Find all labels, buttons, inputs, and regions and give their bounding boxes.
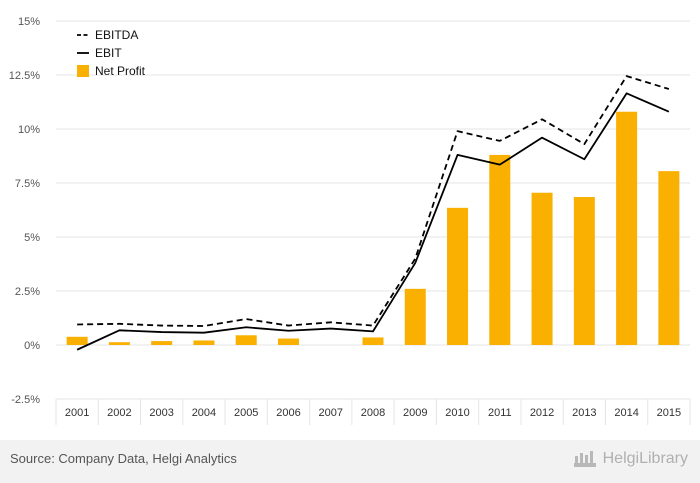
y-tick-label: 2.5% [15,286,40,298]
bar [616,111,638,345]
source-note: Source: Company Data, Helgi Analytics [10,451,237,466]
x-tick-label: 2001 [65,407,89,419]
bar [447,207,469,345]
bar [362,337,384,345]
y-tick-label: 12.5% [9,70,40,82]
y-tick-label: 0% [24,340,40,352]
y-tick-label: -2.5% [11,394,40,406]
x-tick-label: 2004 [192,407,216,419]
legend-label: Net Profit [95,64,146,78]
x-tick-label: 2013 [572,407,596,419]
footer: Source: Company Data, Helgi Analytics He… [0,440,700,483]
x-tick-label: 2003 [149,407,173,419]
x-tick-label: 2006 [276,407,300,419]
y-tick-label: 7.5% [15,178,40,190]
x-tick-label: 2008 [361,407,385,419]
bar [193,340,215,345]
y-tick-label: 10% [18,124,40,136]
brand-logo: HelgiLibrary [573,449,688,469]
bar [151,341,173,345]
x-tick-label: 2005 [234,407,258,419]
y-tick-label: 5% [24,232,40,244]
bar [658,171,680,345]
bar [108,342,130,345]
x-tick-label: 2007 [318,407,342,419]
bar [489,154,511,345]
bar [404,288,426,345]
x-tick-label: 2011 [488,407,512,419]
y-tick-label: 15% [18,16,40,28]
library-icon [573,451,596,467]
x-tick-label: 2002 [107,407,131,419]
brand-name: HelgiLibrary [602,450,688,467]
bar [531,192,553,345]
legend-swatch [77,65,89,77]
bar [235,335,257,345]
chart: -2.5% 0% 2.5% 5% 7.5% 10% 12.5% 15% 2001 2002 2003… [9,16,691,425]
series-line-ebit [76,92,670,351]
bar [573,197,595,345]
bar [277,338,299,345]
bar [66,336,88,345]
legend-label: EBITDA [95,28,138,42]
series-line-ebitda [77,75,670,327]
chart-svg: -2.5% 0% 2.5% 5% 7.5% 10% 12.5% 15% 2001 2002 2003… [9,16,691,425]
legend-label: EBIT [95,46,122,60]
x-tick-label: 2015 [657,407,681,419]
x-tick-label: 2009 [403,407,427,419]
x-tick-label: 2012 [530,407,554,419]
x-tick-label: 2010 [445,407,469,419]
x-tick-label: 2014 [614,407,638,419]
